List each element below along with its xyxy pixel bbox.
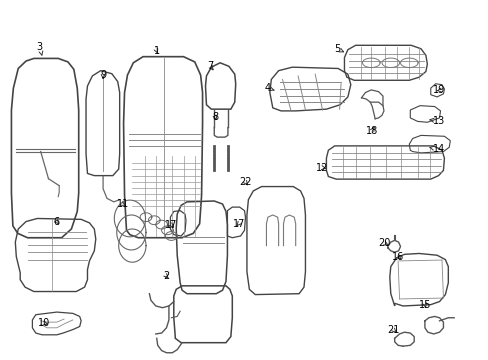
Text: 19: 19 <box>432 85 445 95</box>
Text: 10: 10 <box>38 318 50 328</box>
Text: 13: 13 <box>429 116 445 126</box>
Text: 5: 5 <box>333 44 343 54</box>
Text: 17: 17 <box>165 220 177 230</box>
Text: 20: 20 <box>378 238 390 248</box>
Text: 18: 18 <box>366 126 378 136</box>
Text: 1: 1 <box>153 46 160 56</box>
Text: 9: 9 <box>100 70 106 80</box>
Text: 22: 22 <box>239 177 251 187</box>
Text: 2: 2 <box>163 271 169 281</box>
Text: 7: 7 <box>207 61 213 71</box>
Text: 21: 21 <box>386 325 399 334</box>
Text: 11: 11 <box>116 199 128 209</box>
Text: 4: 4 <box>264 83 273 93</box>
Text: 16: 16 <box>391 252 404 261</box>
Text: 8: 8 <box>212 112 218 122</box>
Text: 17: 17 <box>232 219 244 229</box>
Text: 14: 14 <box>429 144 445 154</box>
Text: 12: 12 <box>316 163 328 173</box>
Text: 3: 3 <box>37 42 43 55</box>
Text: 15: 15 <box>418 300 430 310</box>
Text: 6: 6 <box>54 217 60 226</box>
